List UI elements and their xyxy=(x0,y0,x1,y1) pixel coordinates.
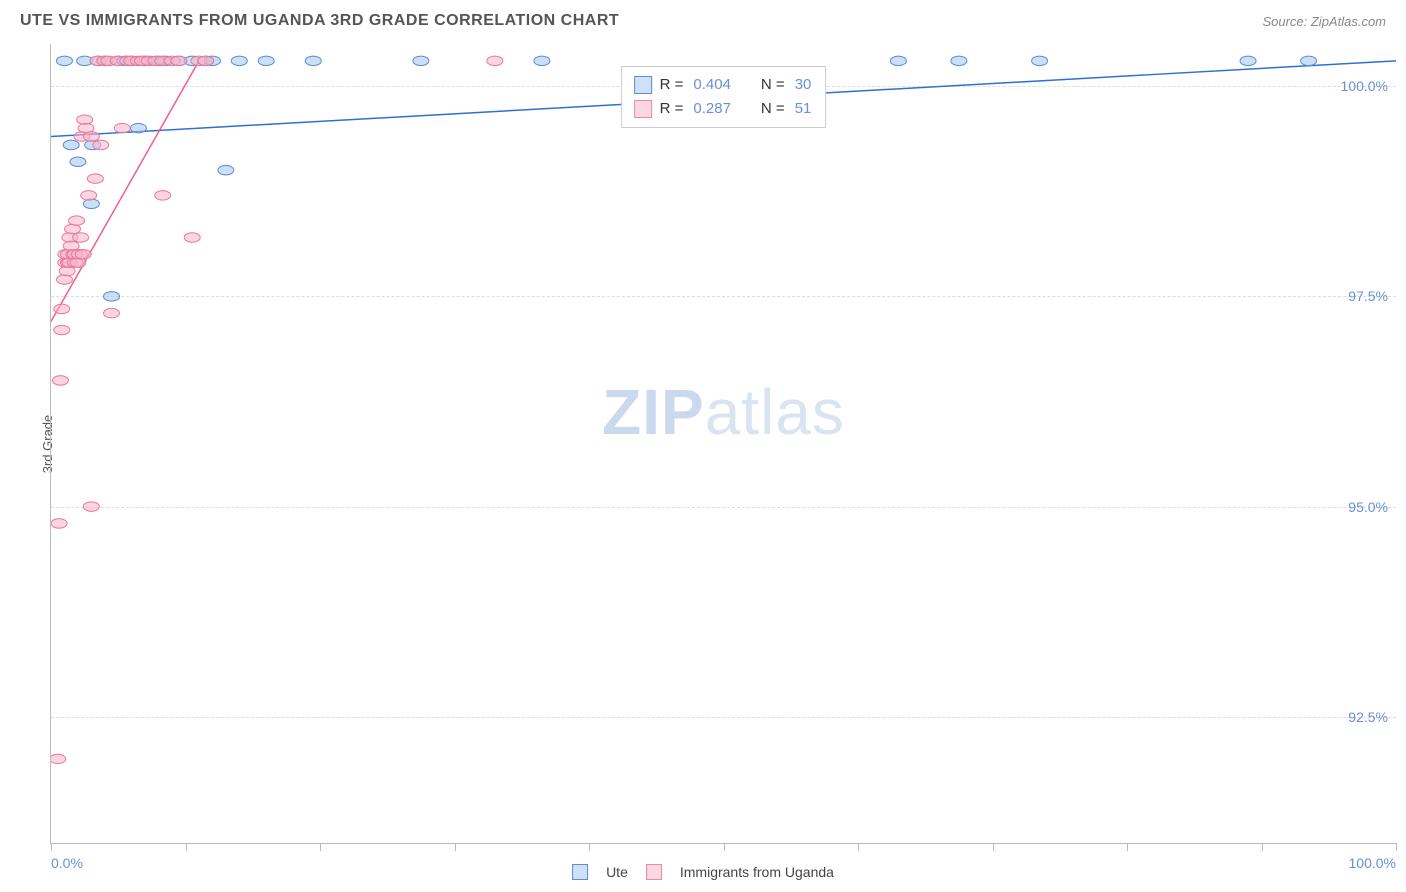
data-point xyxy=(81,191,97,200)
legend-row: R =0.287N =51 xyxy=(634,97,814,121)
data-point xyxy=(258,56,274,65)
data-point xyxy=(83,132,99,141)
x-tick xyxy=(1127,843,1128,851)
legend-swatch xyxy=(646,864,662,880)
x-tick-label: 100.0% xyxy=(1349,855,1396,871)
data-point xyxy=(104,292,120,301)
legend-row: R =0.404N =30 xyxy=(634,73,814,97)
data-point xyxy=(87,174,103,183)
x-tick xyxy=(455,843,456,851)
data-point xyxy=(51,754,66,763)
data-point xyxy=(54,304,70,313)
data-point xyxy=(114,123,130,132)
data-point xyxy=(184,233,200,242)
data-point xyxy=(413,56,429,65)
x-tick xyxy=(51,843,52,851)
data-point xyxy=(218,165,234,174)
legend-swatch xyxy=(572,864,588,880)
data-point xyxy=(198,56,214,65)
x-tick xyxy=(1262,843,1263,851)
data-point xyxy=(534,56,550,65)
x-tick xyxy=(186,843,187,851)
legend-swatch xyxy=(634,76,652,94)
data-point xyxy=(890,56,906,65)
data-point xyxy=(231,56,247,65)
x-tick xyxy=(320,843,321,851)
x-tick xyxy=(589,843,590,851)
data-point xyxy=(73,233,89,242)
data-point xyxy=(75,250,91,259)
scatter-svg xyxy=(51,44,1396,843)
source-attribution: Source: ZipAtlas.com xyxy=(1262,14,1386,29)
data-point xyxy=(54,325,70,334)
data-point xyxy=(93,140,109,149)
trend-line xyxy=(51,61,199,322)
x-tick xyxy=(993,843,994,851)
x-tick-label: 0.0% xyxy=(51,855,83,871)
chart-title: UTE VS IMMIGRANTS FROM UGANDA 3RD GRADE … xyxy=(20,12,619,30)
series-legend: Ute Immigrants from Uganda xyxy=(572,864,834,880)
plot-region: ZIPatlas R =0.404N =30R =0.287N =51 92.5… xyxy=(50,44,1396,844)
correlation-legend: R =0.404N =30R =0.287N =51 xyxy=(621,66,827,128)
data-point xyxy=(1301,56,1317,65)
x-tick xyxy=(1396,843,1397,851)
data-point xyxy=(305,56,321,65)
data-point xyxy=(69,216,85,225)
data-point xyxy=(70,157,86,166)
data-point xyxy=(51,519,67,528)
data-point xyxy=(171,56,187,65)
data-point xyxy=(951,56,967,65)
data-point xyxy=(63,140,79,149)
x-tick xyxy=(724,843,725,851)
data-point xyxy=(52,376,68,385)
legend-label: Immigrants from Uganda xyxy=(680,864,834,880)
data-point xyxy=(155,191,171,200)
data-point xyxy=(130,123,146,132)
data-point xyxy=(487,56,503,65)
data-point xyxy=(104,308,120,317)
legend-label: Ute xyxy=(606,864,628,880)
data-point xyxy=(83,502,99,511)
data-point xyxy=(56,56,72,65)
data-point xyxy=(83,199,99,208)
legend-swatch xyxy=(634,100,652,118)
data-point xyxy=(1240,56,1256,65)
x-tick xyxy=(858,843,859,851)
data-point xyxy=(1032,56,1048,65)
chart-area: 3rd Grade ZIPatlas R =0.404N =30R =0.287… xyxy=(22,44,1396,844)
data-point xyxy=(56,275,72,284)
